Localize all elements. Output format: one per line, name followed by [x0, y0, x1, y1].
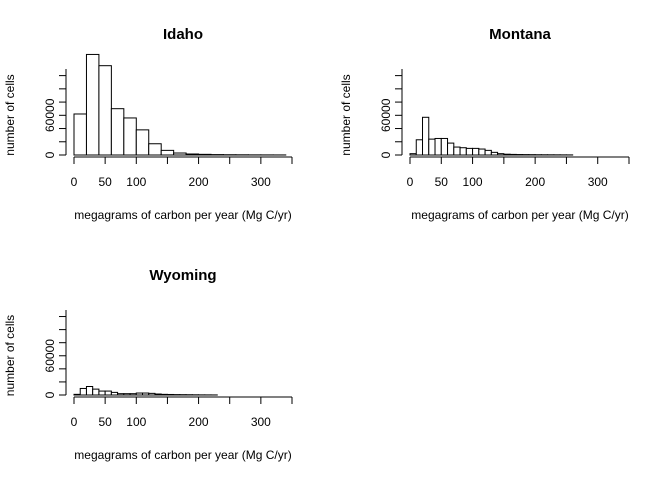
- histogram-bar: [490, 151, 499, 156]
- y-axis-label: number of cells: [3, 74, 17, 155]
- panel-montana: Montana 0 50 100 200 300 0 60000 megagrams of ca…: [339, 26, 630, 222]
- x-tick-label: 0: [71, 175, 78, 189]
- histogram-bar: [166, 393, 175, 396]
- histogram-bar: [148, 143, 162, 156]
- x-tick-label: 0: [71, 415, 78, 429]
- histogram-bar: [135, 129, 150, 156]
- histogram-bar: [123, 117, 137, 156]
- histogram-bar: [98, 390, 106, 396]
- x-axis-label: megagrams of carbon per year (Mg C/yr): [74, 448, 291, 462]
- y-tick-label: 60000: [43, 339, 57, 373]
- panel-title: Wyoming: [149, 267, 216, 284]
- histogram-bar: [160, 149, 175, 156]
- histogram-bar: [117, 393, 125, 396]
- panel-idaho: Idaho 0 50 100 200 300 0 60000 megagrams of carb…: [3, 26, 293, 222]
- x-tick-label: 300: [251, 175, 271, 189]
- histogram-bar: [409, 153, 417, 156]
- panel-wyoming: Wyoming 0 50 100 200 300 0 60000 megagrams of ca…: [3, 267, 293, 462]
- y-tick-label: 0: [43, 151, 57, 158]
- histogram-bar: [154, 393, 162, 396]
- histogram-bar: [110, 108, 125, 156]
- histogram-bar: [422, 116, 430, 156]
- x-tick-label: 200: [189, 415, 209, 429]
- x-tick-label: 0: [407, 175, 414, 189]
- histogram-bar: [509, 153, 517, 156]
- histogram-bar: [104, 390, 112, 396]
- histogram-bar: [123, 393, 131, 396]
- y-axis-label: number of cells: [3, 315, 17, 396]
- histogram-bar: [73, 393, 81, 396]
- y-tick-label: 0: [43, 391, 57, 398]
- x-tick-label: 50: [435, 175, 449, 189]
- histogram-bar: [85, 386, 94, 396]
- histogram-bar: [497, 153, 505, 156]
- y-axis-label: number of cells: [339, 74, 353, 155]
- x-tick-label: 300: [251, 415, 271, 429]
- histogram-bar: [148, 392, 156, 396]
- histogram-bar: [160, 393, 168, 396]
- histogram-bar: [173, 152, 187, 156]
- histogram-bar: [453, 146, 461, 156]
- histogram-bar: [484, 149, 492, 156]
- x-tick-label: 100: [126, 415, 146, 429]
- x-axis-label: megagrams of carbon per year (Mg C/yr): [74, 208, 291, 222]
- histogram-bar: [478, 148, 486, 156]
- y-tick-label: 60000: [379, 98, 393, 132]
- x-tick-label: 300: [588, 175, 608, 189]
- histogram-bar: [85, 53, 100, 156]
- histogram-bar: [135, 392, 144, 396]
- histogram-bar: [198, 153, 212, 156]
- histogram-bar: [434, 137, 442, 156]
- histogram-bar: [79, 387, 87, 396]
- x-tick-label: 100: [463, 175, 483, 189]
- x-tick-label: 50: [98, 415, 112, 429]
- histogram-bar: [142, 392, 150, 396]
- histogram-bar: [129, 393, 137, 396]
- panel-title: Montana: [489, 26, 551, 43]
- histogram-bar: [185, 153, 200, 156]
- histogram-bar: [440, 137, 449, 156]
- x-tick-label: 50: [98, 175, 112, 189]
- histogram-bar: [503, 153, 511, 156]
- y-tick-label: 0: [379, 151, 393, 158]
- histogram-bar: [428, 138, 436, 156]
- histogram-bar: [73, 113, 87, 156]
- x-tick-label: 200: [525, 175, 545, 189]
- histogram-bar: [110, 391, 119, 396]
- histogram-bar: [459, 147, 467, 156]
- x-tick-label: 100: [126, 175, 146, 189]
- histogram-bar: [98, 65, 112, 156]
- histogram-bar: [472, 147, 480, 156]
- histogram-bar: [92, 388, 100, 396]
- histogram-bar: [415, 139, 424, 156]
- x-tick-label: 200: [189, 175, 209, 189]
- histogram-bar: [465, 147, 474, 156]
- panel-title: Idaho: [163, 26, 203, 43]
- y-tick-label: 60000: [43, 98, 57, 132]
- x-axis-label: megagrams of carbon per year (Mg C/yr): [411, 208, 628, 222]
- histogram-bar: [447, 142, 455, 156]
